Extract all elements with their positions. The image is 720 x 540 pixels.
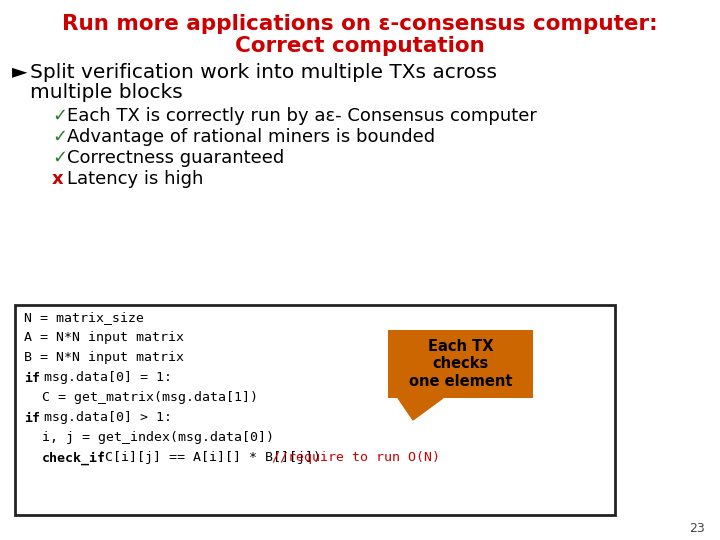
Text: Each TX
checks
one element: Each TX checks one element xyxy=(409,339,512,389)
Text: Each TX is correctly run by aε- Consensus computer: Each TX is correctly run by aε- Consensu… xyxy=(67,107,537,125)
Text: 23: 23 xyxy=(689,522,705,535)
Text: Run more applications on ε-consensus computer:: Run more applications on ε-consensus com… xyxy=(62,14,658,34)
Text: Correctness guaranteed: Correctness guaranteed xyxy=(67,149,284,167)
Text: B = N*N input matrix: B = N*N input matrix xyxy=(24,352,184,365)
Text: A = N*N input matrix: A = N*N input matrix xyxy=(24,332,184,345)
Text: ✓: ✓ xyxy=(52,149,67,167)
Polygon shape xyxy=(398,398,443,420)
Text: (C[i][j] == A[i][] * B[][j]): (C[i][j] == A[i][] * B[][j]) xyxy=(89,451,337,464)
Text: C = get_matrix(msg.data[1]): C = get_matrix(msg.data[1]) xyxy=(42,392,258,404)
Text: Correct computation: Correct computation xyxy=(235,36,485,56)
Text: multiple blocks: multiple blocks xyxy=(30,84,183,103)
Text: Latency is high: Latency is high xyxy=(67,170,203,188)
Text: if: if xyxy=(24,411,40,424)
Text: Advantage of rational miners is bounded: Advantage of rational miners is bounded xyxy=(67,128,435,146)
FancyBboxPatch shape xyxy=(388,330,533,398)
Text: N = matrix_size: N = matrix_size xyxy=(24,312,144,325)
Text: x: x xyxy=(52,170,63,188)
Text: ►: ► xyxy=(12,63,27,82)
Text: msg.data[0] > 1:: msg.data[0] > 1: xyxy=(36,411,172,424)
Text: msg.data[0] = 1:: msg.data[0] = 1: xyxy=(36,372,172,384)
Text: Split verification work into multiple TXs across: Split verification work into multiple TX… xyxy=(30,63,497,82)
FancyBboxPatch shape xyxy=(15,305,615,515)
Text: ✓: ✓ xyxy=(52,107,67,125)
Text: ✓: ✓ xyxy=(52,128,67,146)
Text: if: if xyxy=(24,372,40,384)
Text: check_if: check_if xyxy=(42,451,106,465)
Text: //require to run O(N): //require to run O(N) xyxy=(272,451,440,464)
Text: i, j = get_index(msg.data[0]): i, j = get_index(msg.data[0]) xyxy=(42,431,274,444)
